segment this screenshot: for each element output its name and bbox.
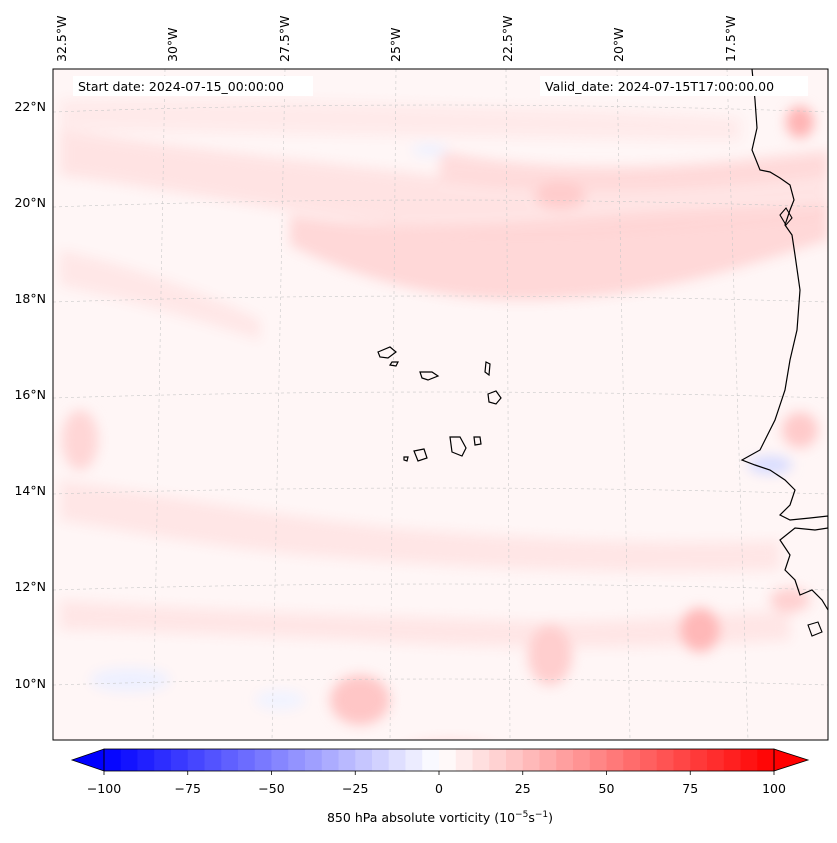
- colorbar-label: 850 hPa absolute vorticity (10−5s−1): [327, 810, 553, 825]
- map-frame: [52, 68, 829, 741]
- island-maio: [473, 436, 482, 446]
- coastline-islet: [807, 621, 823, 637]
- lon-label: 30°W: [165, 27, 180, 62]
- colorbar-cell: [522, 749, 540, 771]
- colorbar-tick-label: −75: [175, 781, 201, 796]
- lat-label: 12°N: [14, 579, 46, 594]
- colorbar-cell: [439, 749, 457, 771]
- colorbar-tick-label: 75: [682, 781, 698, 796]
- colorbar-tick-label: 50: [599, 781, 615, 796]
- colorbar-cell: [254, 749, 272, 771]
- colorbar-cell: [740, 749, 758, 771]
- colorbar-cell: [204, 749, 222, 771]
- colorbar-cell: [640, 749, 658, 771]
- colorbar-cell: [455, 749, 473, 771]
- start-date-box: [73, 76, 313, 96]
- colorbar-cell: [338, 749, 356, 771]
- vorticity-field: [60, 98, 828, 725]
- colorbar-cell: [723, 749, 741, 771]
- colorbar-cell: [372, 749, 390, 771]
- lat-label: 18°N: [14, 291, 46, 306]
- colorbar-cell: [388, 749, 406, 771]
- colorbar: −100 −75 −50 −25 0 25 50 75 100 850 hPa absolute…: [70, 748, 810, 825]
- colorbar-cell: [673, 749, 691, 771]
- colorbar-tick-label: 100: [762, 781, 786, 796]
- colorbar-tick-label: −25: [342, 781, 368, 796]
- lon-label: 20°W: [611, 27, 626, 62]
- colorbar-cell: [221, 749, 239, 771]
- lat-label: 22°N: [14, 99, 46, 114]
- colorbar-cell: [606, 749, 624, 771]
- cape-verde-islands: [377, 346, 502, 462]
- colorbar-cell: [422, 749, 440, 771]
- colorbar-cell: [120, 749, 138, 771]
- lat-label: 16°N: [14, 387, 46, 402]
- valid-date-text: Valid_date: 2024-07-15T17:00:00.00: [545, 79, 774, 94]
- colorbar-cell: [271, 749, 289, 771]
- valid-date-box: [540, 76, 808, 96]
- lon-label: 25°W: [388, 27, 403, 62]
- colorbar-cell: [104, 749, 122, 771]
- colorbar-cell: [623, 749, 641, 771]
- colorbar-tick-label: 0: [435, 781, 443, 796]
- colorbar-extend-low: [70, 748, 105, 772]
- island-santo-antao: [377, 346, 397, 359]
- colorbar-cell: [489, 749, 507, 771]
- colorbar-tick-label: −50: [258, 781, 284, 796]
- island-sao-vicente: [388, 361, 399, 367]
- lon-label: 32.5°W: [54, 16, 69, 62]
- lat-label: 14°N: [14, 483, 46, 498]
- lon-label: 17.5°W: [723, 16, 738, 62]
- coastline-island: [779, 207, 793, 226]
- colorbar-cell: [506, 749, 524, 771]
- colorbar-cell: [238, 749, 256, 771]
- island-santiago: [449, 436, 467, 457]
- island-brava: [403, 456, 409, 462]
- colorbar-cell: [707, 749, 725, 771]
- colorbar-cell: [137, 749, 155, 771]
- colorbar-cell: [171, 749, 189, 771]
- island-fogo: [413, 448, 428, 462]
- colorbar-cell: [539, 749, 557, 771]
- colorbar-cell: [556, 749, 574, 771]
- colorbar-cell: [573, 749, 591, 771]
- lat-label: 20°N: [14, 195, 46, 210]
- colorbar-cell: [690, 749, 708, 771]
- colorbar-cell: [589, 749, 607, 771]
- colorbar-cell: [472, 749, 490, 771]
- colorbar-cell: [405, 749, 423, 771]
- start-date-text: Start date: 2024-07-15_00:00:00: [78, 79, 284, 94]
- colorbar-tick-label: −100: [87, 781, 121, 796]
- lat-label: 10°N: [14, 676, 46, 691]
- colorbar-cell: [656, 749, 674, 771]
- graticule: [53, 69, 828, 740]
- latitude-labels: 22°N 20°N 18°N 16°N 14°N 12°N 10°N: [14, 99, 46, 691]
- lon-label: 22.5°W: [500, 16, 515, 62]
- colorbar-cell: [154, 749, 172, 771]
- island-sal: [484, 361, 491, 377]
- map-area: [53, 69, 828, 740]
- colorbar-cell: [288, 749, 306, 771]
- longitude-labels: 32.5°W 30°W 27.5°W 25°W 22.5°W 20°W 17.5…: [54, 16, 738, 62]
- island-boa-vista: [487, 390, 502, 405]
- colorbar-tick-label: 25: [515, 781, 531, 796]
- colorbar-cells: [104, 749, 775, 771]
- colorbar-ticks: −100 −75 −50 −25 0 25 50 75 100: [87, 771, 786, 796]
- island-sao-nicolau: [419, 371, 440, 381]
- colorbar-cell: [355, 749, 373, 771]
- coastline-africa: [740, 69, 828, 611]
- colorbar-extend-high: [773, 748, 810, 772]
- colorbar-cell: [187, 749, 205, 771]
- colorbar-cell: [757, 749, 775, 771]
- colorbar-cell: [305, 749, 323, 771]
- colorbar-cell: [321, 749, 339, 771]
- lon-label: 27.5°W: [277, 16, 292, 62]
